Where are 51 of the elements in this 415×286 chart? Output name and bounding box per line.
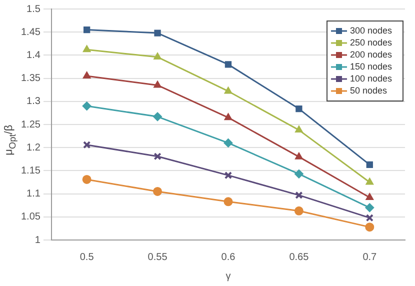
point [365,222,374,232]
point [294,169,304,178]
legend-label: 150 nodes [350,61,393,72]
y-tick-label: 1.5 [26,4,41,15]
point [366,178,374,185]
y-tick-label: 1.15 [20,165,41,176]
x-tick-label: 0.7 [362,252,378,263]
point [294,206,304,216]
point [82,102,92,111]
point [294,126,303,133]
point [366,161,373,168]
point [224,197,233,206]
y-tick-label: 1.1 [26,188,41,200]
y-tick-label: 1.05 [20,212,41,223]
y-tick-label: 1.4 [26,50,41,61]
legend-label: 300 nodes [350,25,393,36]
x-tick-label: 0.6 [221,252,236,263]
point [224,61,232,68]
point [154,80,162,88]
y-tick-label: 1.3 [26,96,41,108]
point [153,186,162,196]
point [154,30,161,36]
point [224,171,232,180]
y-tick-label: 1 [34,234,41,246]
point [83,26,90,34]
y-tick-label: 1.35 [20,73,41,84]
point [153,112,162,122]
point [154,52,162,60]
legend-label: 250 nodes [350,37,393,48]
x-tick-label: 0.55 [148,252,168,263]
point [154,152,162,160]
legend-label: 100 nodes [350,73,393,84]
point [82,45,91,52]
y-tick-label: 1.25 [20,119,41,130]
legend-label: 200 nodes [350,49,393,60]
point [224,113,232,120]
x-axis-title: γ [226,270,231,282]
point [366,192,374,200]
point [224,86,232,94]
point [82,174,92,184]
legend-label: 50 nodes [350,85,388,96]
point [295,191,303,200]
point [294,152,303,160]
point [365,203,374,212]
point [224,138,233,148]
y-tick-label: 1.2 [26,142,41,154]
x-tick-label: 0.5 [80,252,94,263]
y-tick-label: 1.45 [20,26,41,38]
x-tick-label: 0.65 [289,252,310,263]
point [82,71,91,78]
point [296,105,302,112]
